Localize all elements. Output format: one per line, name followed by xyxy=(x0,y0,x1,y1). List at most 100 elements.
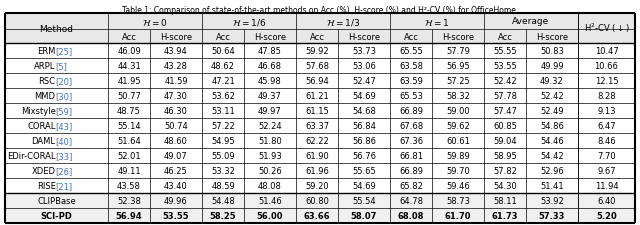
Text: 7.70: 7.70 xyxy=(597,151,616,160)
Text: [5]: [5] xyxy=(56,62,67,71)
Text: [21]: [21] xyxy=(56,181,72,190)
Text: 50.64: 50.64 xyxy=(211,47,235,56)
Text: CORAL: CORAL xyxy=(27,122,56,130)
Text: 50.74: 50.74 xyxy=(164,122,188,130)
Text: 67.36: 67.36 xyxy=(399,136,423,145)
Text: $\mathcal{H}=0$: $\mathcal{H}=0$ xyxy=(142,16,168,27)
Text: H-score: H-score xyxy=(348,32,380,41)
Text: 59.46: 59.46 xyxy=(446,181,470,190)
Text: 53.11: 53.11 xyxy=(211,106,235,115)
Text: 49.96: 49.96 xyxy=(164,196,188,205)
Text: ERM: ERM xyxy=(37,47,56,56)
Text: 52.49: 52.49 xyxy=(540,106,564,115)
Text: 63.66: 63.66 xyxy=(304,211,330,220)
Text: 50.83: 50.83 xyxy=(540,47,564,56)
Text: 61.21: 61.21 xyxy=(305,92,329,101)
Bar xyxy=(5,178,635,193)
Text: 61.70: 61.70 xyxy=(445,211,471,220)
Text: 63.58: 63.58 xyxy=(399,62,423,71)
Text: Acc: Acc xyxy=(122,32,136,41)
Text: 60.80: 60.80 xyxy=(305,196,329,205)
Text: 54.48: 54.48 xyxy=(211,196,235,205)
Text: 54.46: 54.46 xyxy=(540,136,564,145)
Text: 54.69: 54.69 xyxy=(352,181,376,190)
Text: Acc: Acc xyxy=(216,32,230,41)
Text: 56.94: 56.94 xyxy=(116,211,142,220)
Text: 61.15: 61.15 xyxy=(305,106,329,115)
Text: 43.40: 43.40 xyxy=(164,181,188,190)
Text: 52.38: 52.38 xyxy=(117,196,141,205)
Bar xyxy=(5,74,635,89)
Text: 48.59: 48.59 xyxy=(211,181,235,190)
Text: 6.40: 6.40 xyxy=(597,196,616,205)
Text: 47.30: 47.30 xyxy=(164,92,188,101)
Text: 53.92: 53.92 xyxy=(540,196,564,205)
Text: 57.79: 57.79 xyxy=(446,47,470,56)
Text: 49.97: 49.97 xyxy=(258,106,282,115)
Text: 46.09: 46.09 xyxy=(117,47,141,56)
Text: 56.00: 56.00 xyxy=(257,211,284,220)
Text: H-score: H-score xyxy=(536,32,568,41)
Bar xyxy=(5,89,635,104)
Text: 58.25: 58.25 xyxy=(210,211,236,220)
Text: 54.69: 54.69 xyxy=(352,92,376,101)
Text: 47.21: 47.21 xyxy=(211,77,235,86)
Text: 61.96: 61.96 xyxy=(305,166,329,175)
Text: 55.55: 55.55 xyxy=(493,47,517,56)
Text: 56.94: 56.94 xyxy=(305,77,329,86)
Text: [20]: [20] xyxy=(56,77,72,86)
Text: MMD: MMD xyxy=(35,92,56,101)
Text: 51.64: 51.64 xyxy=(117,136,141,145)
Text: 49.07: 49.07 xyxy=(164,151,188,160)
Text: 66.89: 66.89 xyxy=(399,166,423,175)
Text: 49.37: 49.37 xyxy=(258,92,282,101)
Text: Acc: Acc xyxy=(310,32,324,41)
Text: 57.78: 57.78 xyxy=(493,92,517,101)
Text: 50.26: 50.26 xyxy=(258,166,282,175)
Text: 48.08: 48.08 xyxy=(258,181,282,190)
Text: 58.73: 58.73 xyxy=(446,196,470,205)
Text: 59.62: 59.62 xyxy=(446,122,470,130)
Text: ARPL: ARPL xyxy=(34,62,56,71)
Text: 6.47: 6.47 xyxy=(597,122,616,130)
Text: 57.47: 57.47 xyxy=(493,106,517,115)
Text: H-score: H-score xyxy=(160,32,192,41)
Text: 43.58: 43.58 xyxy=(117,181,141,190)
Text: 63.37: 63.37 xyxy=(305,122,329,130)
Text: XDED: XDED xyxy=(31,166,56,175)
Text: 9.67: 9.67 xyxy=(597,166,616,175)
Text: 57.33: 57.33 xyxy=(539,211,565,220)
Text: 55.54: 55.54 xyxy=(352,196,376,205)
Text: 54.42: 54.42 xyxy=(540,151,564,160)
Text: [33]: [33] xyxy=(56,151,73,160)
Text: $\mathcal{H}=1/3$: $\mathcal{H}=1/3$ xyxy=(326,16,360,27)
Text: $\mathcal{H}=1$: $\mathcal{H}=1$ xyxy=(424,16,450,27)
Text: 66.81: 66.81 xyxy=(399,151,423,160)
Text: 57.68: 57.68 xyxy=(305,62,329,71)
Text: 59.20: 59.20 xyxy=(305,181,329,190)
Text: 52.24: 52.24 xyxy=(258,122,282,130)
Text: 43.28: 43.28 xyxy=(164,62,188,71)
Text: 56.84: 56.84 xyxy=(352,122,376,130)
Text: 53.32: 53.32 xyxy=(211,166,235,175)
Text: 66.89: 66.89 xyxy=(399,106,423,115)
Text: 51.46: 51.46 xyxy=(258,196,282,205)
Text: 59.92: 59.92 xyxy=(305,47,329,56)
Text: Method: Method xyxy=(40,24,74,33)
Text: [25]: [25] xyxy=(56,47,72,56)
Text: 52.42: 52.42 xyxy=(493,77,517,86)
Text: $\mathcal{H}=1/6$: $\mathcal{H}=1/6$ xyxy=(232,16,266,27)
Text: 46.68: 46.68 xyxy=(258,62,282,71)
Text: Mixstyle: Mixstyle xyxy=(20,106,56,115)
Text: 49.11: 49.11 xyxy=(117,166,141,175)
Text: 54.68: 54.68 xyxy=(352,106,376,115)
Bar xyxy=(5,44,635,59)
Text: 11.94: 11.94 xyxy=(595,181,618,190)
Bar xyxy=(5,133,635,148)
Text: 53.55: 53.55 xyxy=(163,211,189,220)
Text: 61.90: 61.90 xyxy=(305,151,329,160)
Text: 58.11: 58.11 xyxy=(493,196,517,205)
Text: 9.13: 9.13 xyxy=(597,106,616,115)
Text: RSC: RSC xyxy=(38,77,56,86)
Text: 55.14: 55.14 xyxy=(117,122,141,130)
